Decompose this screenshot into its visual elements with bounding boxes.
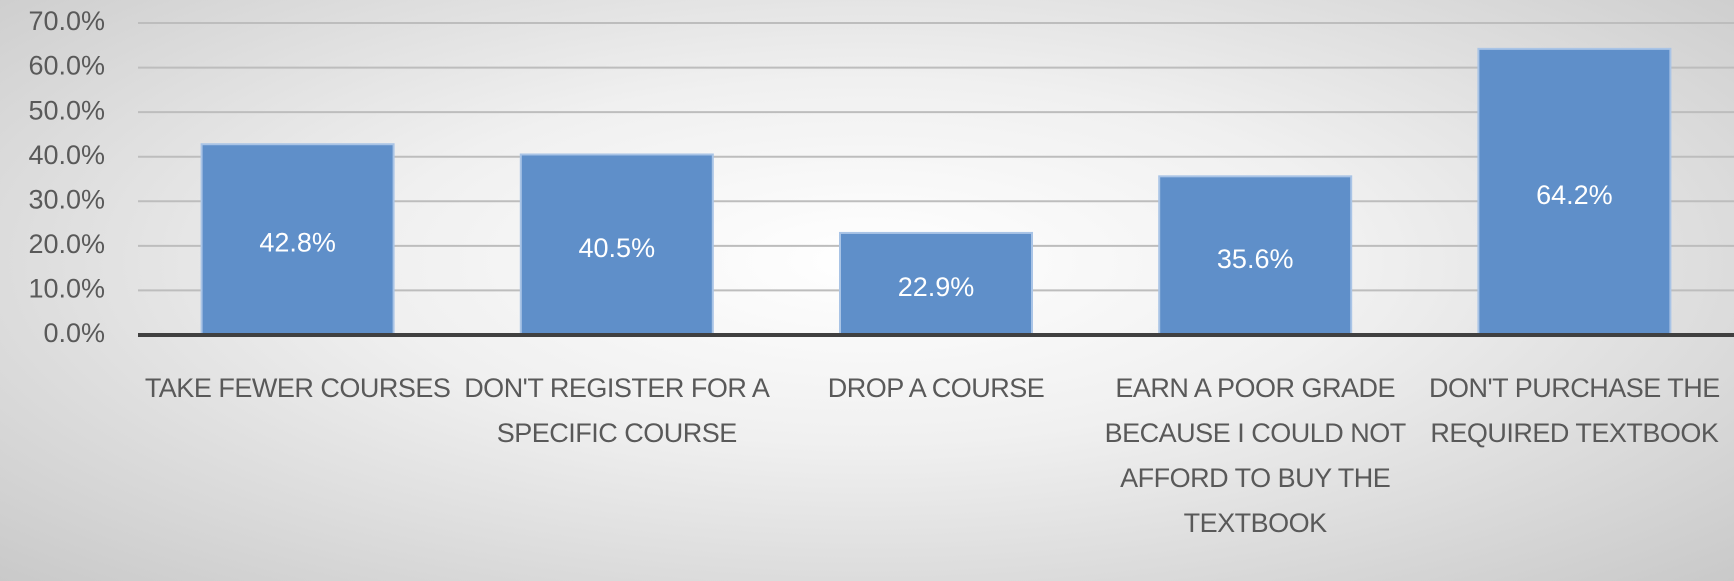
x-tick-label: EARN A POOR GRADE BECAUSE I COULD NOT AF… [1104,373,1407,538]
y-tick-label: 0.0% [43,318,105,348]
data-label: 42.8% [259,228,336,258]
y-tick-label: 70.0% [28,6,105,36]
y-tick-label: 30.0% [28,184,105,214]
bar [200,143,395,336]
x-tick-label: DON'T PURCHASE THE REQUIRED TEXTBOOK [1429,373,1720,448]
data-label: 35.6% [1217,244,1294,274]
x-tick-label: DON'T REGISTER FOR A SPECIFIC COURSE [464,373,770,448]
data-label: 40.5% [579,233,656,263]
bar [839,231,1033,336]
y-tick-label: 20.0% [28,229,105,259]
y-tick-label: 60.0% [28,51,105,81]
bar [1158,175,1353,336]
data-label: 64.2% [1536,180,1613,210]
x-tick-label: TAKE FEWER COURSES [144,373,451,403]
y-tick-label: 40.0% [28,140,105,170]
x-tick-label: DROP A COURSE [827,373,1045,403]
y-tick-label: 50.0% [28,95,105,125]
data-label: 22.9% [898,272,975,302]
bar [1477,47,1672,336]
y-tick-label: 10.0% [28,274,105,304]
bar [519,153,714,336]
